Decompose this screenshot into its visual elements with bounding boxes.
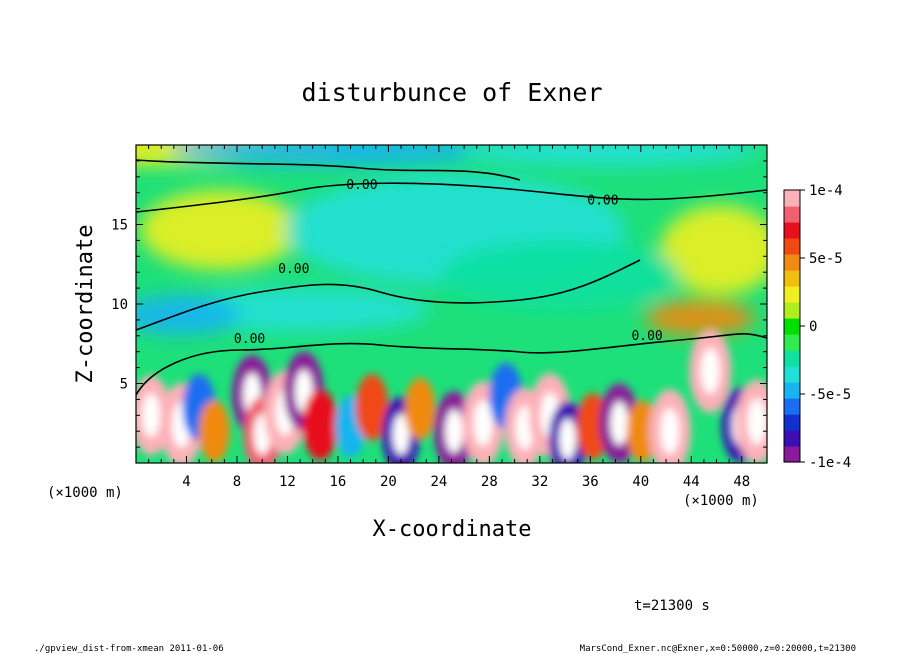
y-tick-label-5: 5 xyxy=(120,377,128,393)
x-tick-label-36: 36 xyxy=(582,474,599,490)
colorbar-tick-label-2: 0 xyxy=(809,319,817,335)
field-anomalies xyxy=(136,328,767,463)
colorbar-segment-12 xyxy=(784,254,800,271)
contour-line-2 xyxy=(136,333,767,396)
field-shade-3 xyxy=(140,190,300,270)
colorbar-segment-2 xyxy=(784,414,800,431)
colorbar-segment-14 xyxy=(784,222,800,239)
anomaly-10 xyxy=(355,374,389,441)
anomaly-core-20 xyxy=(610,401,629,446)
field-background xyxy=(136,145,767,336)
anomaly-3 xyxy=(198,400,230,463)
colorbar xyxy=(783,189,801,463)
x-tick-label-12: 12 xyxy=(279,474,296,490)
colorbar-segment-6 xyxy=(784,350,800,367)
field-shade-7 xyxy=(660,205,767,295)
x-unit-label-left: (×1000 m) xyxy=(47,485,123,501)
x-unit-label-right: (×1000 m) xyxy=(683,493,759,509)
field-shade-9 xyxy=(440,240,680,310)
x-tick-label-8: 8 xyxy=(233,474,241,490)
field-shade-2 xyxy=(460,145,760,166)
contour-labels: 0.00 0.00 0.00 0.00 0.00 xyxy=(234,178,663,347)
colorbar-segment-3 xyxy=(784,398,800,415)
y-axis-label: Z-coordinate xyxy=(73,225,98,384)
anomaly-core-18 xyxy=(559,418,577,460)
zero-contours xyxy=(136,159,767,396)
field-shade-1 xyxy=(170,145,490,166)
plot-area xyxy=(136,145,767,463)
x-axis-label: X-coordinate xyxy=(373,517,532,542)
colorbar-segment-16 xyxy=(784,190,800,207)
x-axis-ticks: 4 8 12 16 20 24 28 32 36 40 44 48 xyxy=(148,145,755,490)
anomaly-core-0 xyxy=(142,393,161,438)
anomaly-core-22 xyxy=(660,408,680,455)
colorbar-segment-15 xyxy=(784,206,800,223)
colorbar-segment-13 xyxy=(784,238,800,255)
x-tick-label-20: 20 xyxy=(380,474,397,490)
anomaly-core-25 xyxy=(747,398,767,445)
colorbar-segment-10 xyxy=(784,286,800,303)
x-tick-label-16: 16 xyxy=(329,474,346,490)
colorbar-segment-8 xyxy=(784,318,800,335)
colorbar-segment-11 xyxy=(784,270,800,287)
anomaly-core-14 xyxy=(473,400,493,447)
x-tick-label-32: 32 xyxy=(531,474,548,490)
anomaly-12 xyxy=(404,377,436,440)
colorbar-segment-4 xyxy=(784,382,800,399)
x-tick-label-4: 4 xyxy=(182,474,190,490)
field-shade-8 xyxy=(645,300,755,336)
contour-label-1: 0.00 xyxy=(587,194,618,209)
contour-label-3: 0.00 xyxy=(234,332,265,347)
contour-label-2: 0.00 xyxy=(278,262,309,277)
colorbar-segment-9 xyxy=(784,302,800,319)
contour-label-4: 0.00 xyxy=(631,329,662,344)
anomaly-21 xyxy=(626,400,658,463)
footer-right-label: MarsCond_Exner.nc@Exner,x=0:50000,z=0:20… xyxy=(580,644,856,654)
field-shade-6 xyxy=(136,295,240,335)
anomaly-core-11 xyxy=(392,413,410,456)
y-tick-label-15: 15 xyxy=(111,218,128,234)
colorbar-segment-0 xyxy=(784,446,800,463)
x-tick-label-24: 24 xyxy=(430,474,447,490)
colorbar-segment-1 xyxy=(784,430,800,447)
contour-line-0 xyxy=(136,182,767,213)
contour-line-1 xyxy=(136,259,641,331)
y-tick-label-10: 10 xyxy=(111,297,128,313)
x-tick-label-28: 28 xyxy=(481,474,498,490)
colorbar-tick-label-3: -5e-5 xyxy=(809,387,851,403)
contour-label-0: 0.00 xyxy=(346,178,377,193)
time-label: t=21300 s xyxy=(634,598,710,614)
x-tick-label-44: 44 xyxy=(683,474,700,490)
anomaly-8 xyxy=(302,389,338,461)
colorbar-tick-label-1: 5e-5 xyxy=(809,251,843,267)
anomaly-core-23 xyxy=(700,347,720,394)
footer-left-label: ./gpview_dist-from-xmean 2011-01-06 xyxy=(34,644,224,654)
colorbar-tick-label-0: 1e-4 xyxy=(809,183,843,199)
chart-title: disturbunce of Exner xyxy=(301,78,602,107)
x-tick-label-40: 40 xyxy=(632,474,649,490)
x-tick-label-48: 48 xyxy=(733,474,750,490)
colorbar-tick-label-4: -1e-4 xyxy=(809,455,851,471)
contour-line-3 xyxy=(136,159,521,181)
colorbar-segment-5 xyxy=(784,366,800,383)
anomaly-core-13 xyxy=(445,409,463,454)
colorbar-segment-7 xyxy=(784,334,800,351)
y-axis-ticks: 5 10 15 xyxy=(111,160,767,448)
colorbar-ticks: 1e-4 5e-5 0 -5e-5 -1e-4 xyxy=(800,183,851,471)
